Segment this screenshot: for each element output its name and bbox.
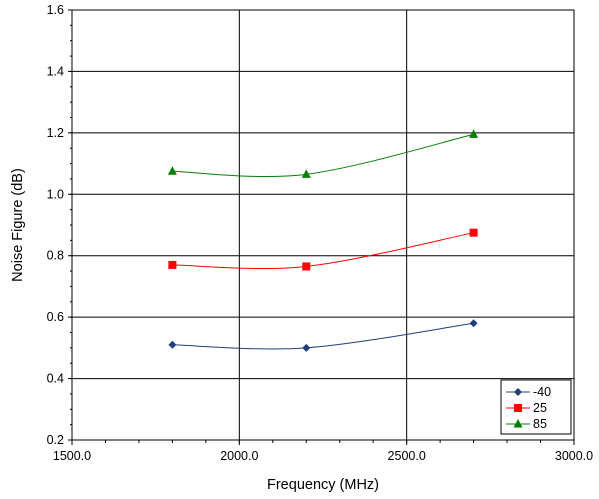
x-tick-label: 1500.0 <box>53 449 91 463</box>
y-tick-label: 0.6 <box>47 310 64 324</box>
series-group <box>167 129 479 352</box>
data-point <box>469 228 478 237</box>
x-axis-title: Frequency (MHz) <box>267 477 379 493</box>
y-tick-label: 1.6 <box>47 3 64 17</box>
y-tick-label: 1.4 <box>47 64 64 78</box>
y-tick-label: 0.2 <box>47 433 64 447</box>
series-0 <box>168 319 478 352</box>
y-tick-label: 1.2 <box>47 126 64 140</box>
data-point <box>168 340 177 349</box>
legend-label: -40 <box>533 385 551 399</box>
legend-marker <box>514 404 522 412</box>
grid <box>72 10 574 440</box>
y-tick-label: 1.0 <box>47 187 64 201</box>
series-1 <box>168 228 478 271</box>
x-tick-label: 3000.0 <box>555 449 593 463</box>
data-point <box>301 169 311 178</box>
legend-marker <box>514 388 522 396</box>
series-line <box>172 322 474 350</box>
data-point <box>167 166 177 175</box>
legend: -40 25 85 <box>500 379 572 435</box>
legend-label: 85 <box>533 417 547 431</box>
data-point <box>302 343 311 352</box>
data-point <box>469 129 479 138</box>
y-tick-label: 0.4 <box>47 372 64 386</box>
series-line <box>172 133 474 178</box>
x-tick-label: 2500.0 <box>388 449 426 463</box>
axis-ticks: 0.2 0.4 0.6 0.8 1.0 1.2 1.4 1.6 1500.0 2000.0 2500… <box>47 3 594 463</box>
series-2 <box>167 129 479 178</box>
plot-area <box>71 9 575 441</box>
x-tick-label: 2000.0 <box>220 449 258 463</box>
data-point <box>168 260 177 269</box>
series-line <box>172 232 474 270</box>
legend-marker <box>513 419 523 428</box>
legend-box <box>500 379 572 435</box>
data-point <box>302 262 311 271</box>
y-tick-label: 0.8 <box>47 249 64 263</box>
y-axis-title: Noise Figure (dB) <box>10 168 26 282</box>
legend-label: 25 <box>533 401 547 415</box>
data-point <box>469 319 478 328</box>
